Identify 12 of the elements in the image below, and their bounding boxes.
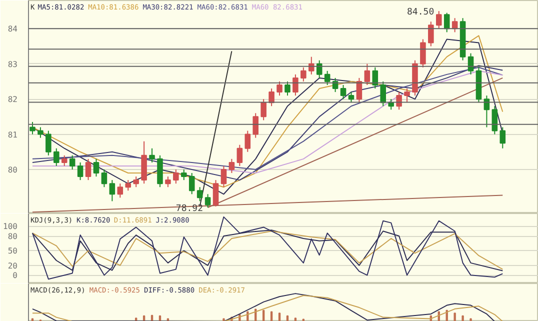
y-tick-label: 50 xyxy=(8,246,18,256)
y-tick-label: 84 xyxy=(8,24,18,34)
y-tick-label: 20 xyxy=(8,261,18,270)
y-tick-label: 80 xyxy=(8,232,18,242)
y-tick-label: 82 xyxy=(8,95,18,104)
annotation: 84.50 xyxy=(407,8,434,18)
y-tick-label: 81 xyxy=(8,130,18,140)
annotation: 78.92 xyxy=(176,204,204,214)
y-tick-label: 80 xyxy=(8,165,18,174)
y-tick-label: 83 xyxy=(8,60,18,69)
y-tick-label: 100 xyxy=(3,222,18,232)
y-tick-label: 0 xyxy=(12,271,18,280)
